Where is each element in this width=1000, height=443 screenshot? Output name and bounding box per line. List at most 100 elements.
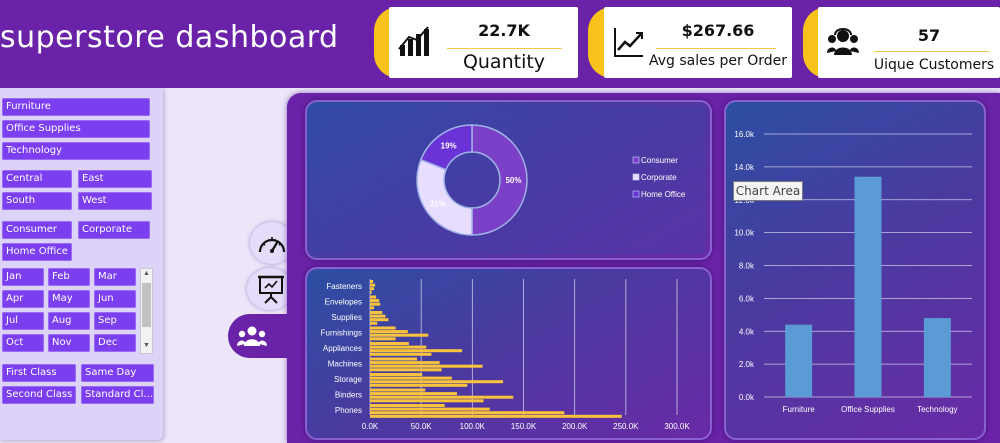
kpi-label: Uique Customers — [873, 57, 995, 73]
bar — [370, 352, 432, 356]
bar — [370, 342, 409, 345]
month-slicer-scrollbar[interactable]: ▲ ▼ — [140, 268, 153, 354]
slicer-region-east[interactable]: East — [78, 170, 152, 188]
slicer-month-apr[interactable]: Apr — [2, 290, 44, 308]
bar — [370, 364, 483, 368]
column-bar — [785, 324, 813, 397]
page-title: superstore dashboard — [0, 20, 339, 55]
column-bar — [923, 318, 951, 397]
y-category-label: Fasteners — [326, 282, 362, 291]
kpi-value: 22.7K — [478, 21, 530, 40]
y-tick-label: 2.0k — [739, 360, 755, 369]
kpi-value: $267.66 — [681, 21, 755, 40]
bar — [370, 388, 426, 392]
slicer-segment-home-office[interactable]: Home Office — [2, 243, 72, 261]
bar — [370, 314, 386, 318]
bar — [370, 287, 375, 291]
slicer-region-south[interactable]: South — [2, 192, 72, 210]
slicer-segment-consumer[interactable]: Consumer — [2, 221, 72, 239]
bar — [370, 349, 463, 353]
donut-svg: 50% 31% 19% Consumer Corporate Home Office — [311, 106, 706, 254]
slicer-segment-corporate[interactable]: Corporate — [78, 221, 150, 239]
slicer-month-may[interactable]: May — [48, 290, 90, 308]
donut-slice — [471, 124, 528, 236]
slicer-category-technology[interactable]: Technology — [2, 142, 150, 160]
slicer-month-jan[interactable]: Jan — [2, 268, 44, 286]
y-category-label: Supplies — [331, 313, 362, 322]
bar — [370, 280, 374, 283]
slicer-month-jun[interactable]: Jun — [94, 290, 136, 308]
trend-line-icon — [612, 25, 646, 59]
legend-entry: Consumer — [641, 156, 678, 165]
slicer-ship-second-class[interactable]: Second Class — [2, 386, 76, 404]
slicer-month-jul[interactable]: Jul — [2, 312, 44, 330]
bar — [370, 345, 427, 349]
nav-presentation-button[interactable] — [247, 268, 293, 310]
slicer-category-furniture[interactable]: Furniture — [2, 98, 150, 116]
scroll-thumb[interactable] — [142, 283, 151, 327]
bar — [370, 302, 381, 306]
slicer-month-sep[interactable]: Sep — [94, 312, 136, 330]
slicer-category-office-supplies[interactable]: Office Supplies — [2, 120, 150, 138]
bar — [370, 368, 442, 372]
y-tick-label: 14.0k — [734, 163, 755, 172]
kpi-divider — [447, 48, 562, 49]
bar — [370, 361, 440, 365]
donut-slice — [416, 158, 473, 236]
bar — [370, 295, 377, 299]
legend-swatch — [632, 156, 640, 164]
x-tick-label: 200.0K — [562, 422, 588, 431]
kpi-label: Quantity — [462, 51, 546, 73]
x-tick-label: 300.0K — [664, 422, 690, 431]
bar — [370, 395, 514, 399]
subcategory-bar-chart[interactable]: 0.0K 50.0K 100.0K 150.0K 200.0K 250.0K 300.0K F… — [305, 267, 712, 440]
donut-slice — [419, 124, 473, 171]
x-tick-label: 250.0K — [613, 422, 639, 431]
kpi-card-customers[interactable]: 57 Uique Customers — [818, 7, 1000, 78]
slicer-region-central[interactable]: Central — [2, 170, 72, 188]
kpi-label: Avg sales per Order — [649, 53, 787, 69]
bar — [370, 357, 418, 361]
donut-data-label: 19% — [441, 142, 457, 151]
y-tick-label: 8.0k — [739, 262, 755, 271]
legend-entry: Corporate — [641, 173, 677, 182]
x-category-label: Furniture — [783, 405, 816, 414]
x-tick-label: 50.0K — [411, 422, 433, 431]
slicer-ship-first-class[interactable]: First Class — [2, 364, 76, 382]
bar — [370, 306, 375, 310]
scroll-up-icon[interactable]: ▲ — [143, 270, 150, 277]
slicer-month-dec[interactable]: Dec — [94, 334, 136, 352]
nav-overview-button[interactable] — [250, 222, 294, 264]
people-icon — [237, 326, 267, 346]
category-column-chart[interactable]: 0.0k2.0k4.0k6.0k8.0k10.0k12.0k14.0k16.0k… — [724, 100, 986, 440]
x-tick-label: 100.0K — [460, 422, 486, 431]
slicer-region-west[interactable]: West — [78, 192, 152, 210]
speedometer-icon — [258, 237, 286, 253]
x-tick-label: 150.0K — [511, 422, 537, 431]
customers-icon — [826, 25, 860, 59]
donut-data-label: 50% — [505, 176, 521, 185]
slicer-month-nov[interactable]: Nov — [48, 334, 90, 352]
x-tick-label: 0.0K — [362, 422, 379, 431]
slicer-ship-same-day[interactable]: Same Day — [81, 364, 154, 382]
bar — [370, 414, 622, 418]
y-category-label: Storage — [334, 375, 363, 384]
nav-customers-button[interactable] — [228, 314, 298, 358]
bar — [370, 383, 468, 387]
slicer-month-oct[interactable]: Oct — [2, 334, 44, 352]
y-category-label: Envelopes — [325, 298, 362, 307]
kpi-card-quantity[interactable]: 22.7K Quantity — [389, 7, 578, 78]
slicer-ship-standard-class[interactable]: Standard Cl... — [81, 386, 154, 404]
slicer-month-feb[interactable]: Feb — [48, 268, 90, 286]
bar — [370, 330, 408, 334]
slicer-month-mar[interactable]: Mar — [94, 268, 136, 286]
kpi-card-avg-sales[interactable]: $267.66 Avg sales per Order — [604, 7, 792, 78]
y-tick-label: 16.0k — [734, 130, 755, 139]
y-tick-label: 4.0k — [739, 327, 755, 336]
y-category-label: Appliances — [323, 344, 362, 353]
bar — [370, 411, 565, 415]
scroll-down-icon[interactable]: ▼ — [143, 342, 150, 349]
slicer-month-aug[interactable]: Aug — [48, 312, 90, 330]
segment-donut-chart[interactable]: 50% 31% 19% Consumer Corporate Home Office — [305, 100, 712, 260]
y-tick-label: 6.0k — [739, 294, 755, 303]
